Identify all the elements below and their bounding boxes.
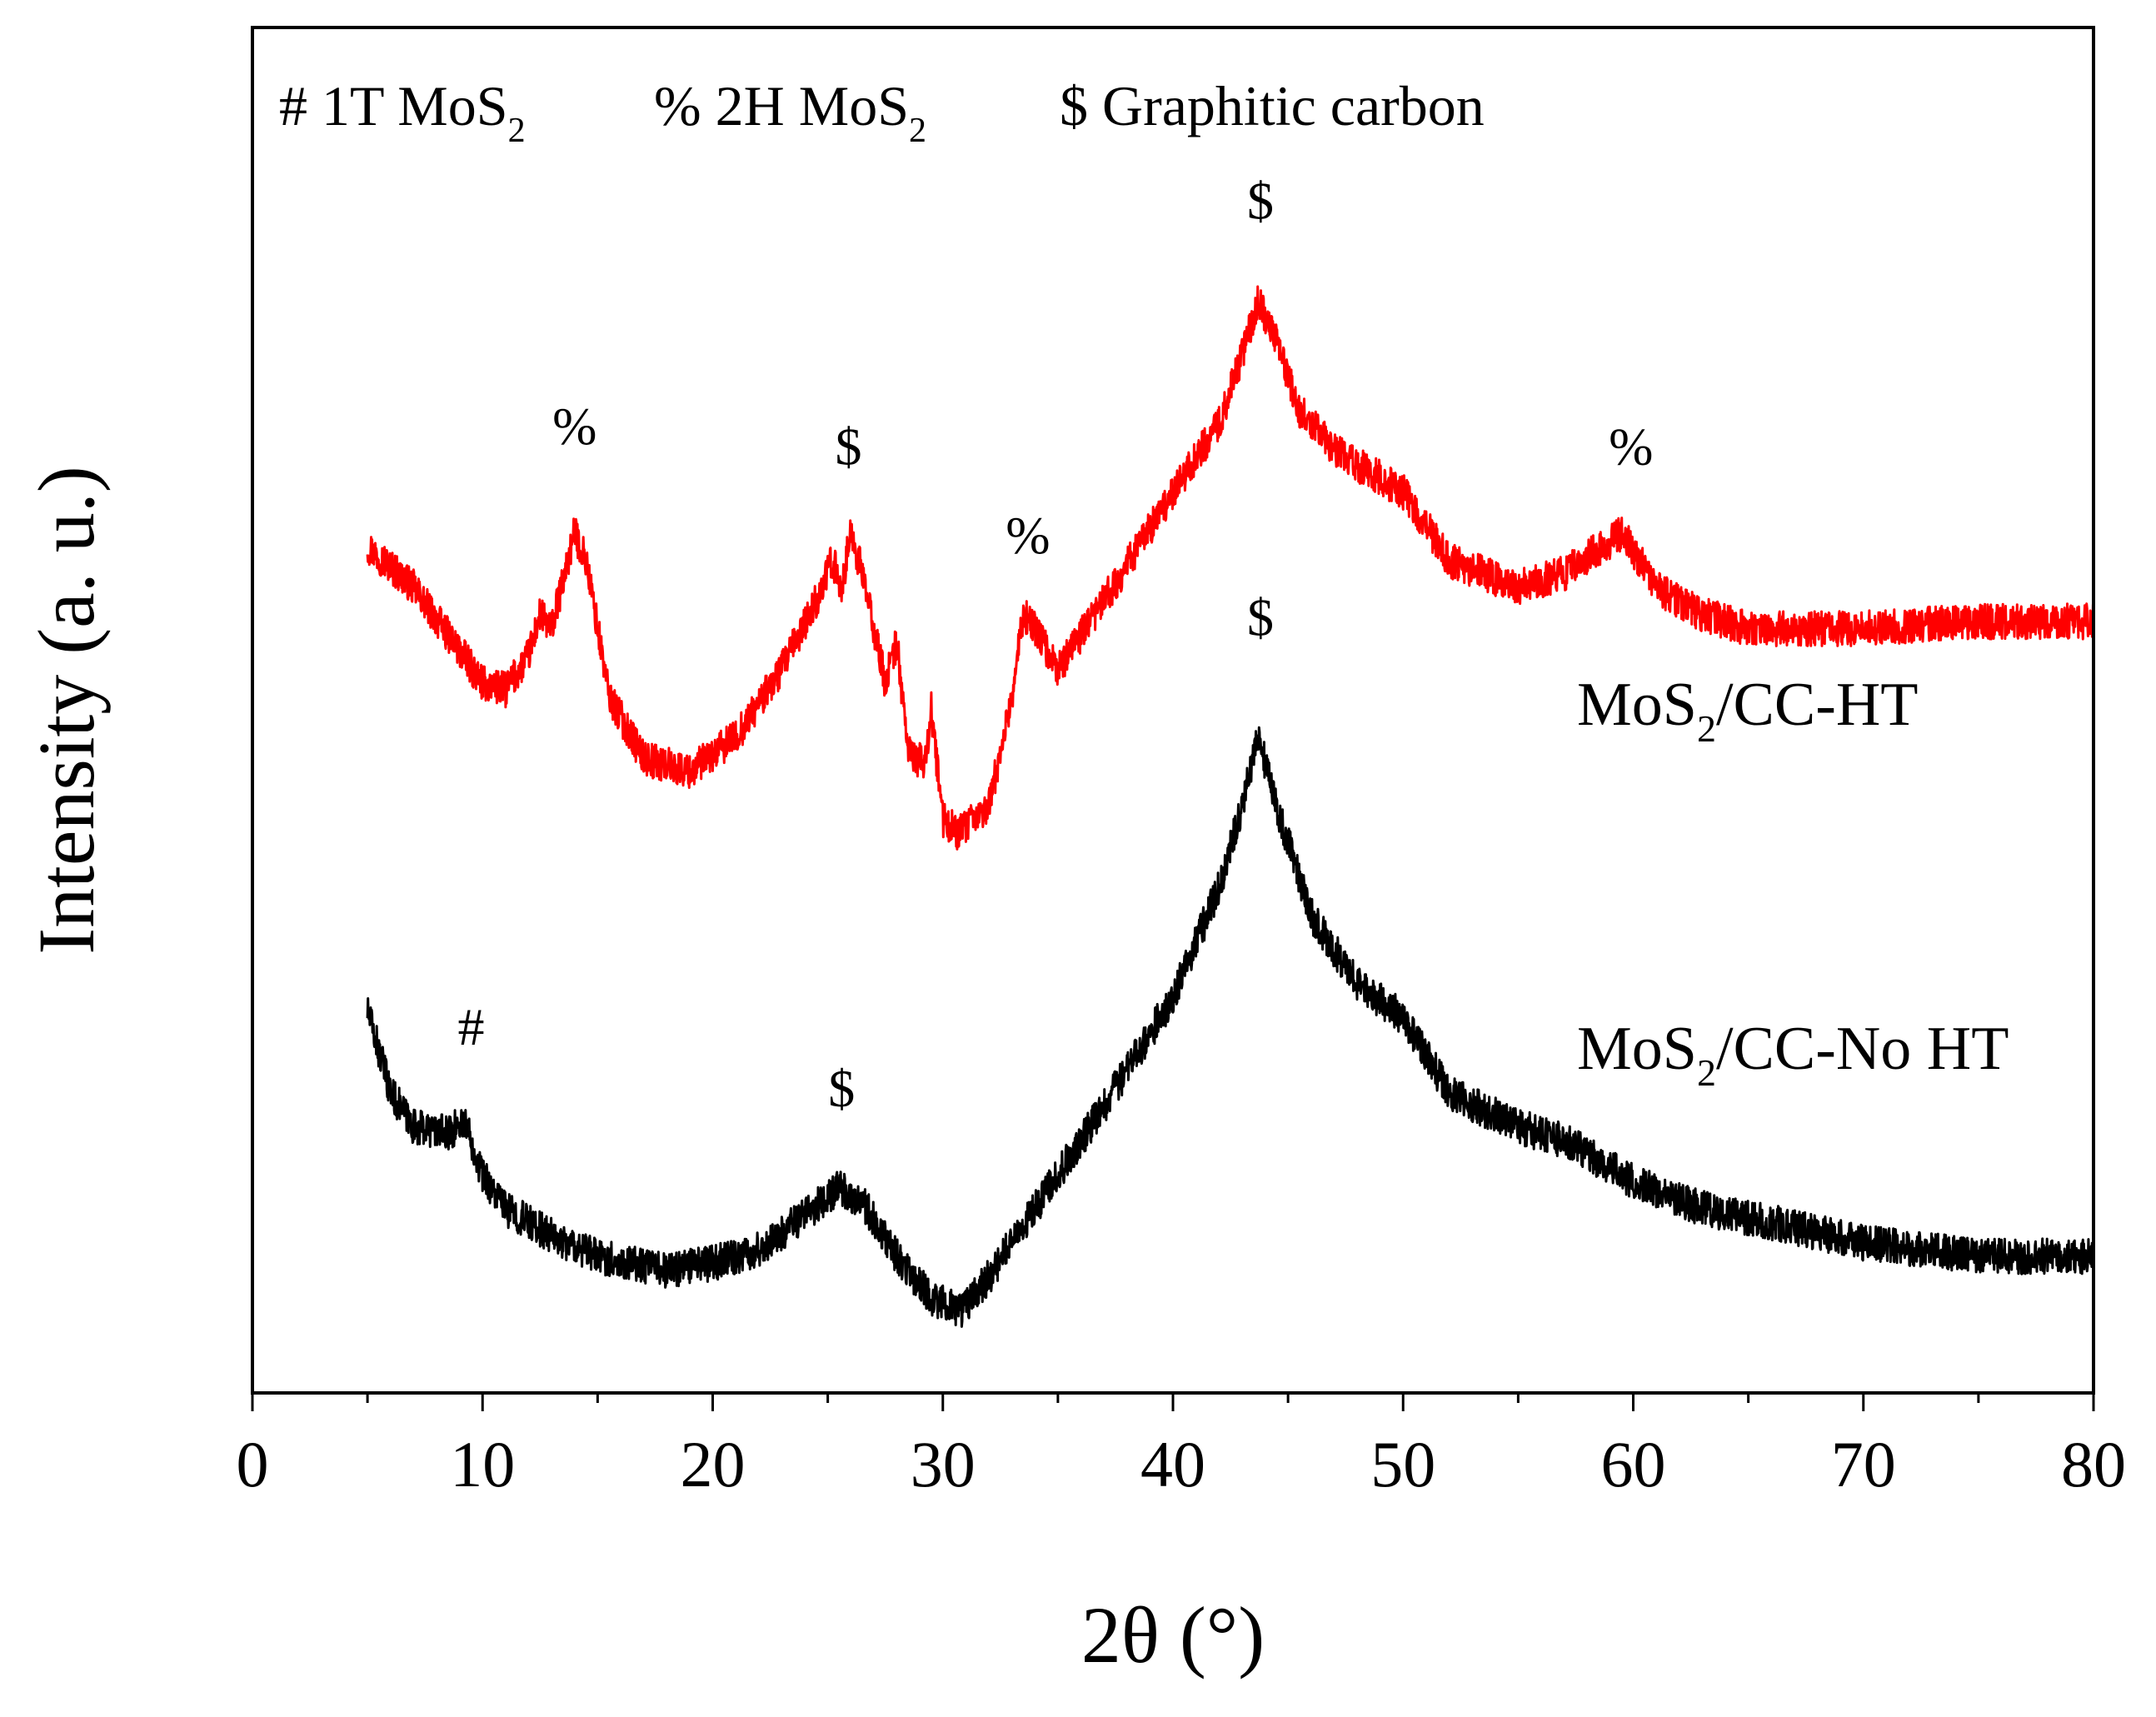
series-labels: MoS2/CC-HT MoS2/CC-No HT — [1577, 671, 2009, 1094]
x-axis-ticks: 0 10 20 30 40 50 60 70 80 — [237, 1393, 2126, 1500]
peak-marker: $ — [835, 417, 861, 476]
x-tick-label: 40 — [1140, 1428, 1205, 1500]
x-tick-label: 10 — [450, 1428, 515, 1500]
peak-marker: % — [552, 397, 596, 456]
legend-entry: # 1T MoS2 — [279, 74, 526, 150]
series-label: MoS2/CC-HT — [1577, 671, 1919, 750]
x-axis-label: 2θ (°) — [1081, 1590, 1265, 1680]
legend-entry: % 2H MoS2 — [654, 74, 926, 150]
peak-marker: % — [1609, 417, 1653, 476]
x-tick-label: 80 — [2061, 1428, 2126, 1500]
peak-marker: % — [1006, 506, 1050, 565]
peak-marker: $ — [828, 1059, 855, 1118]
x-tick-label: 70 — [1831, 1428, 1896, 1500]
legend-entry: $ Graphitic carbon — [1060, 74, 1485, 137]
peak-marker: # — [457, 997, 484, 1056]
series-label: MoS2/CC-No HT — [1577, 1015, 2009, 1094]
x-tick-label: 30 — [911, 1428, 976, 1500]
x-tick-label: 0 — [237, 1428, 269, 1500]
series-line-cc-ht — [366, 285, 2095, 851]
x-tick-label: 50 — [1370, 1428, 1435, 1500]
x-tick-label: 60 — [1601, 1428, 1666, 1500]
peak-annotations: % $% $% $ # $ — [457, 171, 1653, 1117]
peak-marker: $ — [1247, 587, 1274, 646]
y-axis-label: Intensity (a. u.) — [22, 466, 111, 955]
series-traces — [366, 285, 2095, 1328]
x-tick-label: 20 — [681, 1428, 746, 1500]
peak-marker: $ — [1247, 171, 1274, 230]
legend: # 1T MoS2 % 2H MoS2 $ Graphitic carbon — [279, 74, 1485, 150]
series-line-cc-no-ht — [366, 726, 2095, 1328]
